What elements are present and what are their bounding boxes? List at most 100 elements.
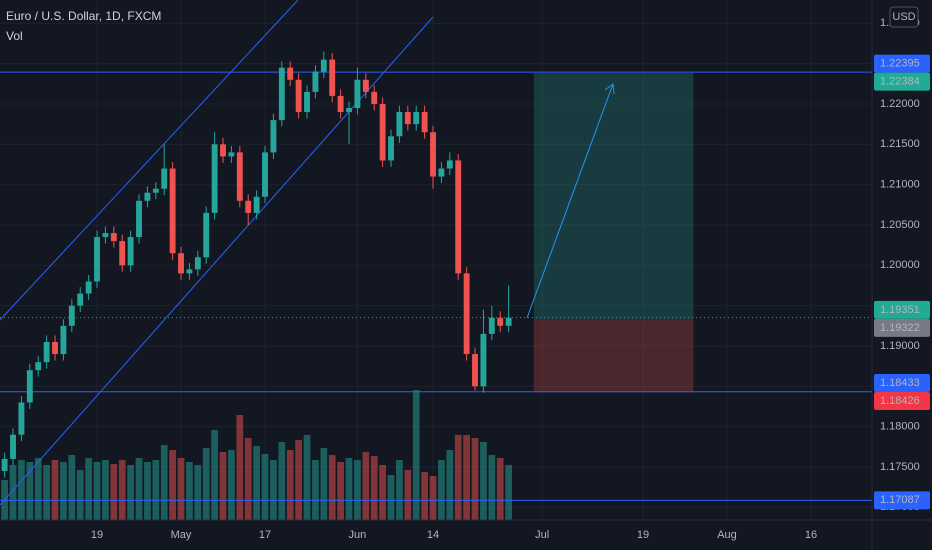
volume-bar: [488, 455, 496, 520]
volume-bar: [362, 452, 370, 520]
x-tick-label: May: [171, 529, 192, 541]
volume-bar: [253, 446, 260, 520]
volume-bar: [379, 465, 386, 520]
volume-bar: [26, 462, 34, 520]
x-tick-label: Jun: [349, 529, 367, 541]
price-tag: [874, 491, 930, 510]
volume-bar: [505, 465, 512, 520]
x-tick-label: 16: [805, 529, 817, 541]
volume-bar: [463, 435, 470, 520]
volume-bar: [34, 458, 42, 520]
volume-bar: [278, 442, 286, 520]
y-tick-label: 1.19000: [880, 340, 920, 352]
candle-body: [186, 269, 193, 274]
volume-bar: [9, 465, 17, 520]
candle-body: [446, 160, 453, 169]
candle-body: [43, 341, 50, 363]
y-tick-label: 1.20500: [880, 219, 920, 231]
price-tag: [874, 392, 930, 411]
volume-bar: [18, 460, 25, 520]
candle-body: [488, 317, 495, 334]
volume-bar: [76, 470, 84, 520]
candle-body: [228, 152, 235, 157]
y-tick-label: 1.21000: [880, 179, 920, 191]
candle-body: [102, 233, 109, 238]
candles: [1, 51, 512, 478]
candle-body: [320, 59, 327, 72]
volume-bar: [345, 458, 353, 520]
price-tag: [874, 318, 930, 337]
currency[interactable]: USD: [892, 11, 915, 23]
candle-body: [152, 188, 159, 193]
price-tag: [874, 374, 930, 393]
candle-body: [1, 458, 8, 472]
profit-zone: [533, 73, 694, 321]
arrow-head: [604, 83, 615, 95]
volume-bar: [202, 448, 210, 520]
volume-bar: [312, 460, 319, 520]
candle-body: [262, 152, 268, 197]
volume-bar: [177, 458, 185, 520]
candle-body: [35, 362, 42, 371]
volume-bar: [127, 465, 134, 520]
chart-title: Euro / U.S. Dollar, 1D, FXCM: [6, 9, 161, 23]
volume-bar: [51, 460, 59, 520]
x-tick-label: 17: [259, 529, 271, 541]
candle-body: [169, 168, 176, 254]
volume-bar: [286, 450, 294, 520]
volume-bar: [144, 462, 151, 520]
price-tag-label: 1.22384: [880, 75, 920, 87]
candle-body: [194, 257, 201, 270]
candle-body: [295, 79, 302, 113]
volume-bar: [169, 450, 176, 520]
candle-body: [371, 91, 378, 104]
horizontal-lines: [0, 71, 872, 501]
candle-body: [463, 273, 470, 355]
candle-body: [346, 108, 352, 113]
volume-bar: [438, 460, 445, 520]
volume-bar: [118, 460, 126, 520]
volume-bar: [194, 465, 202, 520]
volume-bar: [421, 472, 428, 520]
candle-body: [203, 212, 210, 258]
volume-bar: [261, 454, 269, 520]
candle-body: [236, 152, 243, 201]
volume-bar: [496, 458, 504, 520]
volume-bar: [471, 438, 479, 520]
candle-body: [127, 237, 134, 266]
volume-bar: [102, 460, 109, 520]
price-tag-label: 1.19351: [880, 304, 920, 316]
candle-body: [455, 160, 462, 274]
x-tick-label: Aug: [717, 529, 737, 541]
y-tick-label: 1.21500: [880, 138, 920, 150]
y-tick-label: 1.22000: [880, 98, 920, 110]
x-tick-label: 14: [427, 529, 439, 541]
candle-body: [472, 354, 478, 387]
candle-body: [10, 434, 16, 459]
candle-body: [396, 112, 403, 137]
volume-bar: [85, 458, 92, 520]
price-tags: 1.22395 1.22384 1.19351 1.19322 1.18433 1.184…: [874, 54, 930, 510]
candle-body: [94, 237, 100, 282]
currency-button[interactable]: [889, 6, 919, 28]
candle-body: [161, 168, 168, 189]
forecast-arrow: [526, 83, 614, 319]
price-tag-label: 1.22395: [880, 57, 920, 69]
candle-body: [304, 91, 310, 113]
candle-body: [404, 112, 411, 125]
candle-body: [379, 103, 386, 161]
volume-bar: [270, 460, 277, 520]
candle-body: [337, 95, 344, 113]
volume-bar: [387, 475, 395, 520]
candle-body: [421, 112, 428, 133]
loss-zone: [533, 320, 694, 393]
candle-body: [110, 233, 117, 242]
candle-body: [497, 317, 504, 326]
volume-bar: [429, 476, 437, 520]
candle-body: [119, 241, 126, 266]
candle-body: [278, 67, 285, 121]
channel: [0, 0, 615, 506]
volume-bar: [186, 462, 193, 520]
price-tag: [874, 300, 930, 319]
